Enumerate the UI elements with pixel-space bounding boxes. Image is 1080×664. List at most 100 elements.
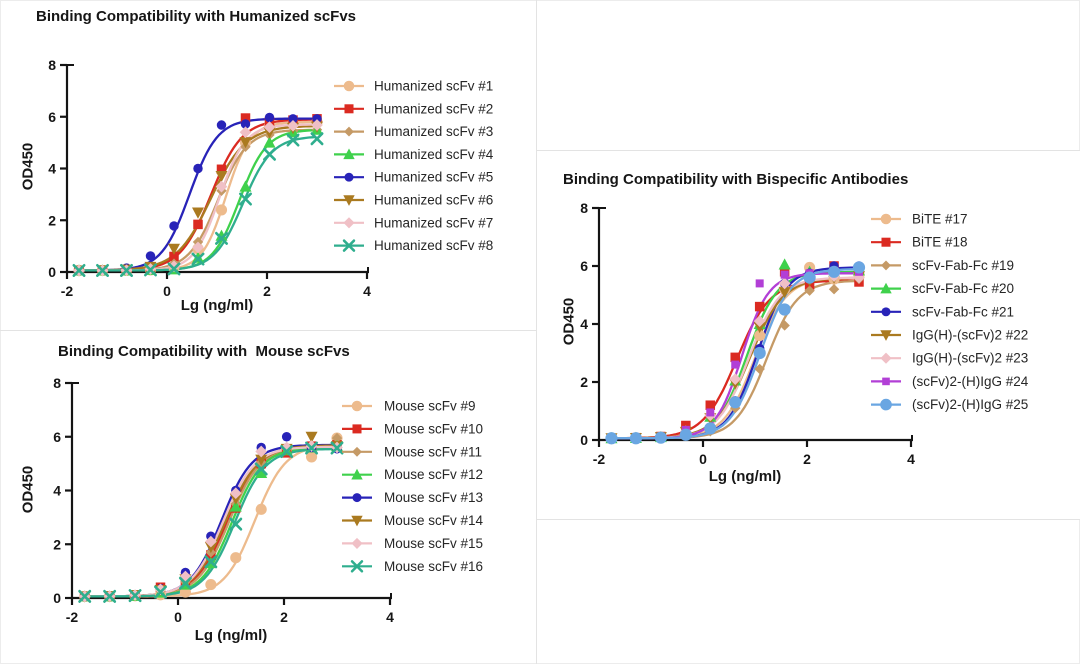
- legend-label: scFv-Fab-Fc #21: [912, 304, 1014, 319]
- legend-marker: [351, 400, 363, 412]
- data-point-marker: [280, 445, 294, 459]
- bispecific-antibodies-chart: Binding Compatibility with Bispecific An…: [537, 150, 1080, 520]
- x-tick-label: -2: [593, 451, 606, 467]
- data-point-marker: [731, 360, 740, 369]
- data-point-marker: [287, 119, 299, 132]
- data-point-marker: [239, 180, 252, 192]
- legend-marker: [880, 352, 892, 364]
- legend-label: Humanized scFv #5: [374, 170, 493, 185]
- x-tick-label: 4: [386, 609, 394, 625]
- legend-marker: [352, 493, 362, 503]
- data-point-marker: [281, 432, 292, 442]
- legend-marker: [880, 213, 892, 225]
- horizontal-divider: [0, 330, 536, 331]
- data-point-marker: [167, 262, 181, 276]
- data-point-marker: [755, 279, 764, 288]
- legend-label: Mouse scFv #10: [384, 421, 483, 436]
- data-point-marker: [239, 126, 252, 139]
- legend-marker: [881, 260, 891, 271]
- y-tick-label: 0: [580, 432, 588, 448]
- data-point-marker: [193, 163, 203, 174]
- legend-label: Mouse scFv #12: [384, 467, 483, 482]
- x-tick-label: 2: [803, 451, 811, 467]
- data-point-marker: [178, 576, 192, 590]
- x-tick-label: 4: [363, 283, 371, 299]
- legend-marker: [881, 307, 891, 317]
- data-point-marker: [780, 270, 789, 279]
- y-tick-label: 8: [48, 57, 56, 73]
- data-point-marker: [103, 589, 117, 603]
- data-point-marker: [215, 204, 228, 216]
- data-point-marker: [169, 251, 179, 262]
- data-point-marker: [827, 265, 841, 278]
- data-point-marker: [192, 241, 204, 254]
- legend-marker: [344, 104, 354, 114]
- legend-label: Humanized scFv #8: [374, 238, 493, 253]
- legend-label: Mouse scFv #16: [384, 559, 483, 574]
- x-tick-label: 2: [263, 283, 271, 299]
- legend-marker: [880, 398, 892, 411]
- data-point-marker: [229, 487, 242, 500]
- legend-label: Mouse scFv #13: [384, 490, 483, 505]
- data-point-marker: [263, 121, 276, 133]
- legend-marker: [342, 239, 356, 252]
- y-tick-label: 6: [48, 109, 56, 125]
- data-point-marker: [852, 261, 866, 274]
- data-point-marker: [778, 287, 791, 299]
- data-point-marker: [96, 263, 109, 277]
- data-point-marker: [255, 454, 268, 466]
- y-tick-label: 6: [53, 429, 61, 445]
- x-tick-label: -2: [66, 609, 79, 625]
- data-point-marker: [215, 229, 228, 241]
- data-point-marker: [803, 271, 816, 284]
- data-point-marker: [192, 251, 204, 263]
- data-point-marker: [154, 585, 168, 599]
- data-point-marker: [78, 589, 92, 603]
- vertical-divider: [536, 0, 537, 664]
- legend-marker: [352, 446, 362, 457]
- data-point-marker: [255, 466, 268, 479]
- legend-label: Humanized scFv #4: [374, 147, 494, 162]
- legend-label: Humanized scFv #2: [374, 101, 493, 116]
- data-point-marker: [215, 231, 228, 245]
- data-point-marker: [730, 352, 740, 363]
- legend-label: Humanized scFv #7: [374, 215, 493, 230]
- data-point-marker: [828, 284, 840, 295]
- data-point-marker: [144, 263, 157, 277]
- data-point-marker: [229, 517, 243, 531]
- data-point-marker: [305, 441, 319, 455]
- data-point-marker: [654, 431, 667, 444]
- chart-title-bispecific: Binding Compatibility with Bispecific An…: [563, 171, 909, 188]
- data-point-marker: [229, 500, 242, 512]
- data-point-marker: [306, 451, 318, 463]
- data-point-marker: [280, 441, 293, 454]
- data-point-marker: [331, 432, 343, 444]
- data-point-marker: [230, 552, 242, 564]
- legend-marker: [344, 126, 354, 137]
- data-point-marker: [286, 133, 300, 147]
- humanized-scfvs-chart: Binding Compatibility with Humanized scF…: [0, 0, 537, 330]
- legend-marker: [343, 80, 355, 92]
- legend-label: Humanized scFv #1: [374, 79, 493, 94]
- data-point-marker: [255, 503, 267, 515]
- chart-canvas-bispecific: 0 2 4 6 8 -2 0 2 4 BiTE #17 BiTE #18 scFv-Fab-Fc #1…: [580, 200, 1029, 467]
- data-point-marker: [72, 263, 86, 277]
- data-point-marker: [605, 432, 618, 445]
- data-point-marker: [193, 219, 203, 230]
- legend-marker: [343, 195, 355, 206]
- data-point-marker: [729, 396, 742, 409]
- legend-label: (scFv)2-(H)IgG #25: [912, 397, 1028, 412]
- legend-marker: [343, 148, 355, 160]
- legend-label: Humanized scFv #6: [374, 193, 493, 208]
- legend-marker: [343, 217, 355, 229]
- legend-label: IgG(H)-(scFv)2 #23: [912, 351, 1028, 366]
- data-point-marker: [705, 400, 716, 410]
- chart-title-humanized: Binding Compatibility with Humanized scF…: [36, 8, 357, 25]
- x-tick-label: 0: [699, 451, 707, 467]
- data-point-marker: [204, 541, 217, 554]
- data-point-marker: [754, 301, 765, 312]
- data-point-marker: [145, 251, 156, 261]
- x-tick-label: 0: [163, 283, 171, 299]
- chart-canvas-humanized: 0 2 4 6 8 -2 0 2 4 Humanized scFv #1 Humanized scF…: [48, 57, 494, 299]
- legend-marker: [351, 515, 363, 527]
